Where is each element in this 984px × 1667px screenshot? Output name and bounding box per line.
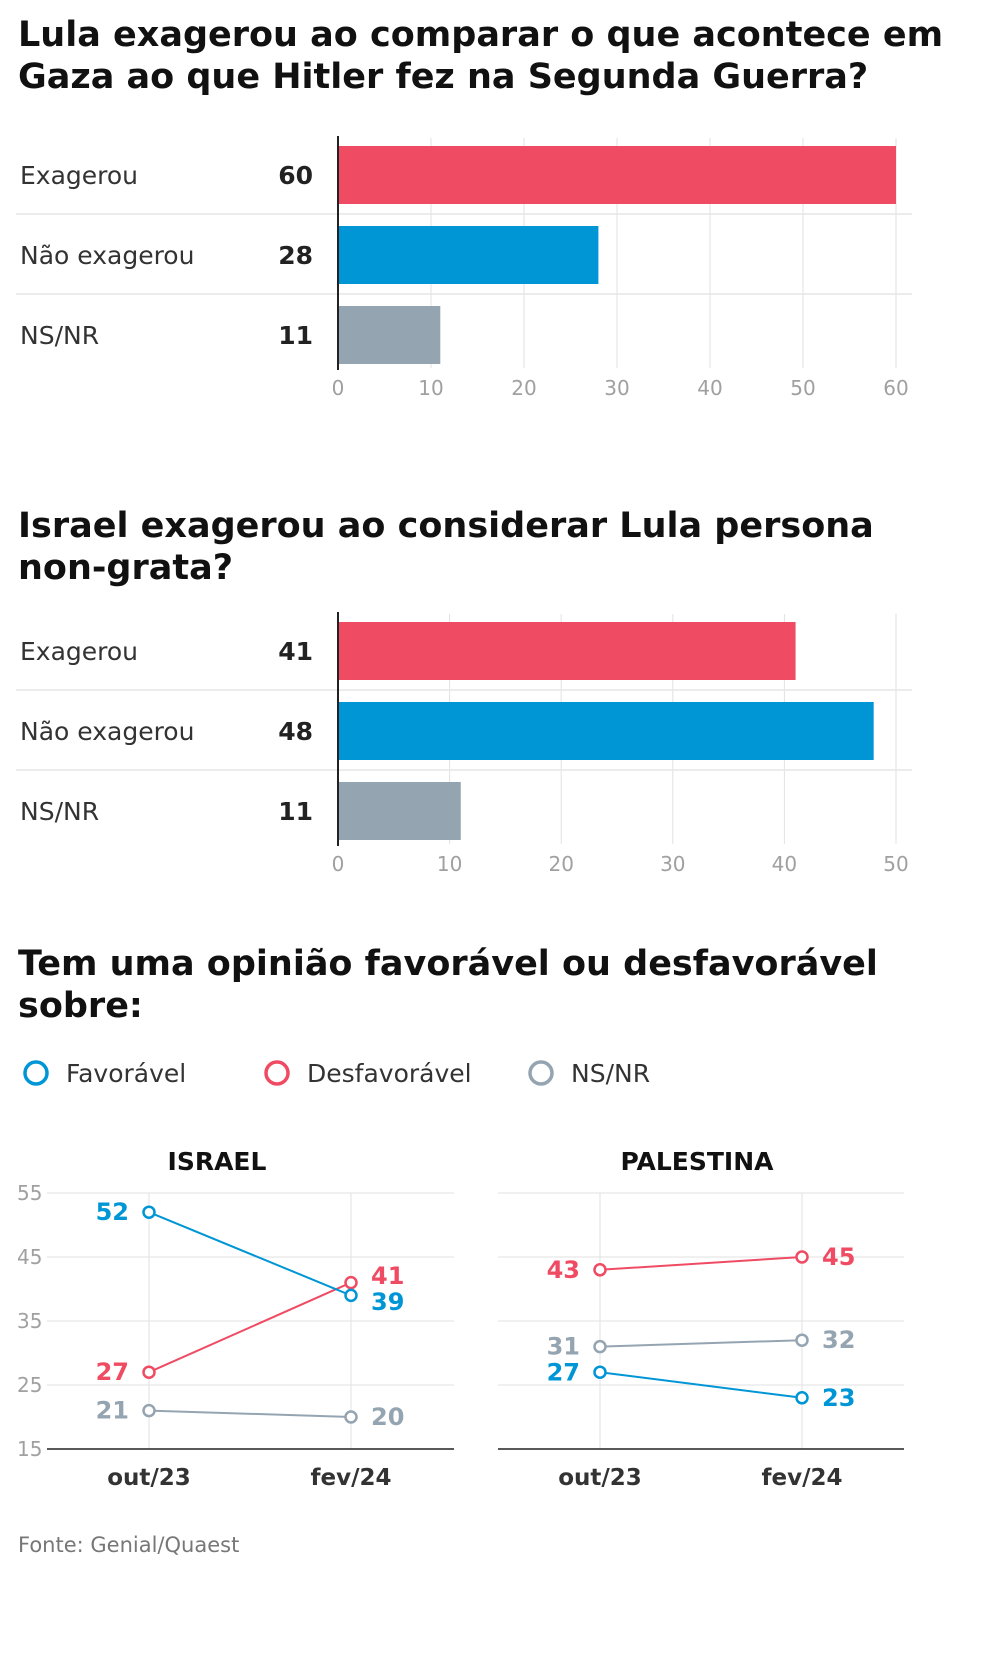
data-label: 23 xyxy=(822,1384,855,1412)
bar xyxy=(338,306,441,364)
data-point xyxy=(593,1339,607,1354)
series-line xyxy=(599,1256,803,1271)
legend-item: NS/NR xyxy=(528,1059,650,1088)
category-label: Exagerou xyxy=(20,637,138,666)
bar xyxy=(338,226,599,284)
y-tick-label: 15 xyxy=(17,1437,42,1461)
data-label: 39 xyxy=(371,1288,404,1316)
panel-title: PALESTINA xyxy=(620,1147,774,1176)
legend-label: Desfavorável xyxy=(307,1059,472,1088)
x-tick-label: 30 xyxy=(660,852,685,876)
y-tick-label: 35 xyxy=(17,1309,42,1333)
series-line xyxy=(148,1409,352,1418)
data-label: 45 xyxy=(822,1243,855,1271)
category-label: Não exagerou xyxy=(20,241,194,270)
value-label: 11 xyxy=(278,797,313,826)
data-point xyxy=(142,1403,156,1418)
bar xyxy=(338,146,896,204)
data-label: 52 xyxy=(96,1198,129,1226)
data-point xyxy=(344,1410,358,1424)
legend-marker-icon xyxy=(264,1060,290,1086)
category-label: NS/NR xyxy=(20,321,99,350)
chart-title-line: Lula exagerou ao comparar o que acontece… xyxy=(18,15,943,55)
chart-title-line: non-grata? xyxy=(18,548,233,588)
y-tick-label: 25 xyxy=(17,1373,42,1397)
bar xyxy=(338,622,796,680)
legend-item: Favorável xyxy=(23,1059,186,1088)
data-label: 43 xyxy=(547,1256,580,1284)
x-tick-label: 10 xyxy=(418,376,443,400)
x-tick-label: 50 xyxy=(883,852,908,876)
x-tick-label: 30 xyxy=(604,376,629,400)
data-point xyxy=(344,1288,358,1303)
x-tick-label: 0 xyxy=(332,852,345,876)
data-point xyxy=(795,1391,809,1405)
chart-title-line: Israel exagerou ao considerar Lula perso… xyxy=(18,506,874,546)
x-tick-label: 50 xyxy=(790,376,815,400)
x-tick-label: 20 xyxy=(548,852,573,876)
value-label: 60 xyxy=(278,161,313,190)
source-note: Fonte: Genial/Quaest xyxy=(18,1533,239,1557)
x-tick-label: 20 xyxy=(511,376,536,400)
x-tick-label: 40 xyxy=(772,852,797,876)
chart-title-line: sobre: xyxy=(18,986,143,1026)
series-line xyxy=(599,1371,803,1399)
x-category-label: out/23 xyxy=(107,1465,191,1491)
data-point xyxy=(795,1250,809,1264)
chart-title-line: Gaza ao que Hitler fez na Segunda Guerra… xyxy=(18,57,868,97)
data-label: 27 xyxy=(96,1358,129,1386)
series-line xyxy=(148,1211,352,1297)
data-label: 32 xyxy=(822,1326,855,1354)
bar-chart-1: Lula exagerou ao comparar o que acontece… xyxy=(16,15,943,400)
data-point xyxy=(593,1365,607,1379)
x-category-label: fev/24 xyxy=(310,1465,391,1491)
category-label: Exagerou xyxy=(20,161,138,190)
legend-label: NS/NR xyxy=(571,1059,650,1088)
x-tick-label: 60 xyxy=(883,376,908,400)
x-tick-label: 40 xyxy=(697,376,722,400)
x-tick-label: 10 xyxy=(437,852,462,876)
y-tick-label: 55 xyxy=(17,1181,42,1205)
series-line xyxy=(599,1339,803,1348)
data-point xyxy=(795,1333,809,1347)
category-label: Não exagerou xyxy=(20,717,194,746)
panel-title: ISRAEL xyxy=(168,1147,267,1176)
data-point xyxy=(142,1205,156,1219)
legend-marker-icon xyxy=(528,1060,554,1086)
legend-marker-icon xyxy=(23,1060,49,1086)
data-label: 27 xyxy=(547,1358,580,1386)
x-tick-label: 0 xyxy=(332,376,345,400)
value-label: 11 xyxy=(278,321,313,350)
data-label: 20 xyxy=(371,1403,404,1431)
x-category-label: fev/24 xyxy=(761,1465,842,1491)
line-chart-section: Tem uma opinião favorável ou desfavoráve… xyxy=(17,944,904,1491)
legend-item: Desfavorável xyxy=(264,1059,472,1088)
data-label: 31 xyxy=(547,1332,580,1360)
category-label: NS/NR xyxy=(20,797,99,826)
chart-title-line: Tem uma opinião favorável ou desfavoráve… xyxy=(18,944,878,984)
data-label: 41 xyxy=(371,1262,404,1290)
bar-chart-2: Israel exagerou ao considerar Lula perso… xyxy=(16,506,912,876)
value-label: 41 xyxy=(278,637,313,666)
legend-label: Favorável xyxy=(66,1059,186,1088)
y-tick-label: 45 xyxy=(17,1245,42,1269)
data-point xyxy=(142,1365,156,1379)
data-point xyxy=(593,1263,607,1277)
bar xyxy=(338,782,461,840)
value-label: 28 xyxy=(278,241,313,270)
x-category-label: out/23 xyxy=(558,1465,642,1491)
bar xyxy=(338,702,874,760)
data-point xyxy=(344,1275,358,1290)
series-line xyxy=(148,1281,352,1374)
value-label: 48 xyxy=(278,717,313,746)
data-label: 21 xyxy=(96,1397,129,1425)
